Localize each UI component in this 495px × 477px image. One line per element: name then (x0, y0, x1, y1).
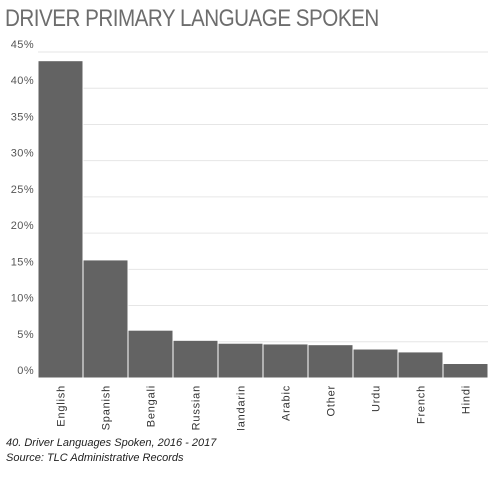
x-tick-label: Urdu (371, 385, 383, 412)
bars (37, 60, 489, 379)
bar-urdu (352, 348, 399, 379)
bar-arabic (262, 343, 309, 379)
y-tick-label: 5% (17, 329, 34, 341)
figure-caption: 40. Driver Languages Spoken, 2016 - 2017 (6, 437, 217, 449)
bar-chart: 0% 5% 10% 15% 20% 25% 30% 35% 40% 45% English Span… (11, 39, 489, 430)
y-tick-label: 30% (11, 148, 34, 160)
x-tick-label: Other (326, 385, 338, 417)
x-tick-label: Bengali (146, 385, 158, 427)
x-tick-label: English (56, 385, 68, 427)
bar-english (37, 60, 84, 379)
y-tick-label: 25% (11, 184, 34, 196)
y-tick-label: 15% (11, 256, 34, 268)
chart-title: DRIVER PRIMARY LANGUAGE SPOKEN (5, 5, 379, 32)
x-axis-labels: English Spanish Bengali Russian Mandarin Arab… (56, 385, 473, 430)
x-tick-label: Spanish (101, 385, 113, 430)
y-tick-label: 40% (11, 75, 34, 87)
bar-other (307, 344, 354, 379)
y-tick-label: 0% (17, 365, 34, 377)
y-tick-label: 45% (11, 39, 34, 51)
x-tick-label: French (416, 385, 428, 424)
bar-hindi (442, 363, 489, 379)
y-tick-label: 35% (11, 111, 34, 123)
x-tick-label: Hindi (461, 385, 473, 414)
bar-mandarin (217, 342, 264, 379)
y-tick-label: 10% (11, 293, 34, 305)
x-tick-label: Mandarin (236, 385, 248, 430)
bar-spanish (82, 259, 129, 379)
source-note: Source: TLC Administrative Records (6, 452, 184, 464)
x-tick-label: Russian (191, 385, 203, 430)
bar-french (397, 351, 444, 379)
y-axis-ticks: 0% 5% 10% 15% 20% 25% 30% 35% 40% 45% (11, 39, 34, 377)
bar-russian (172, 339, 219, 379)
x-tick-label: Arabic (281, 385, 293, 421)
y-tick-label: 20% (11, 220, 34, 232)
bar-bengali (127, 329, 174, 379)
